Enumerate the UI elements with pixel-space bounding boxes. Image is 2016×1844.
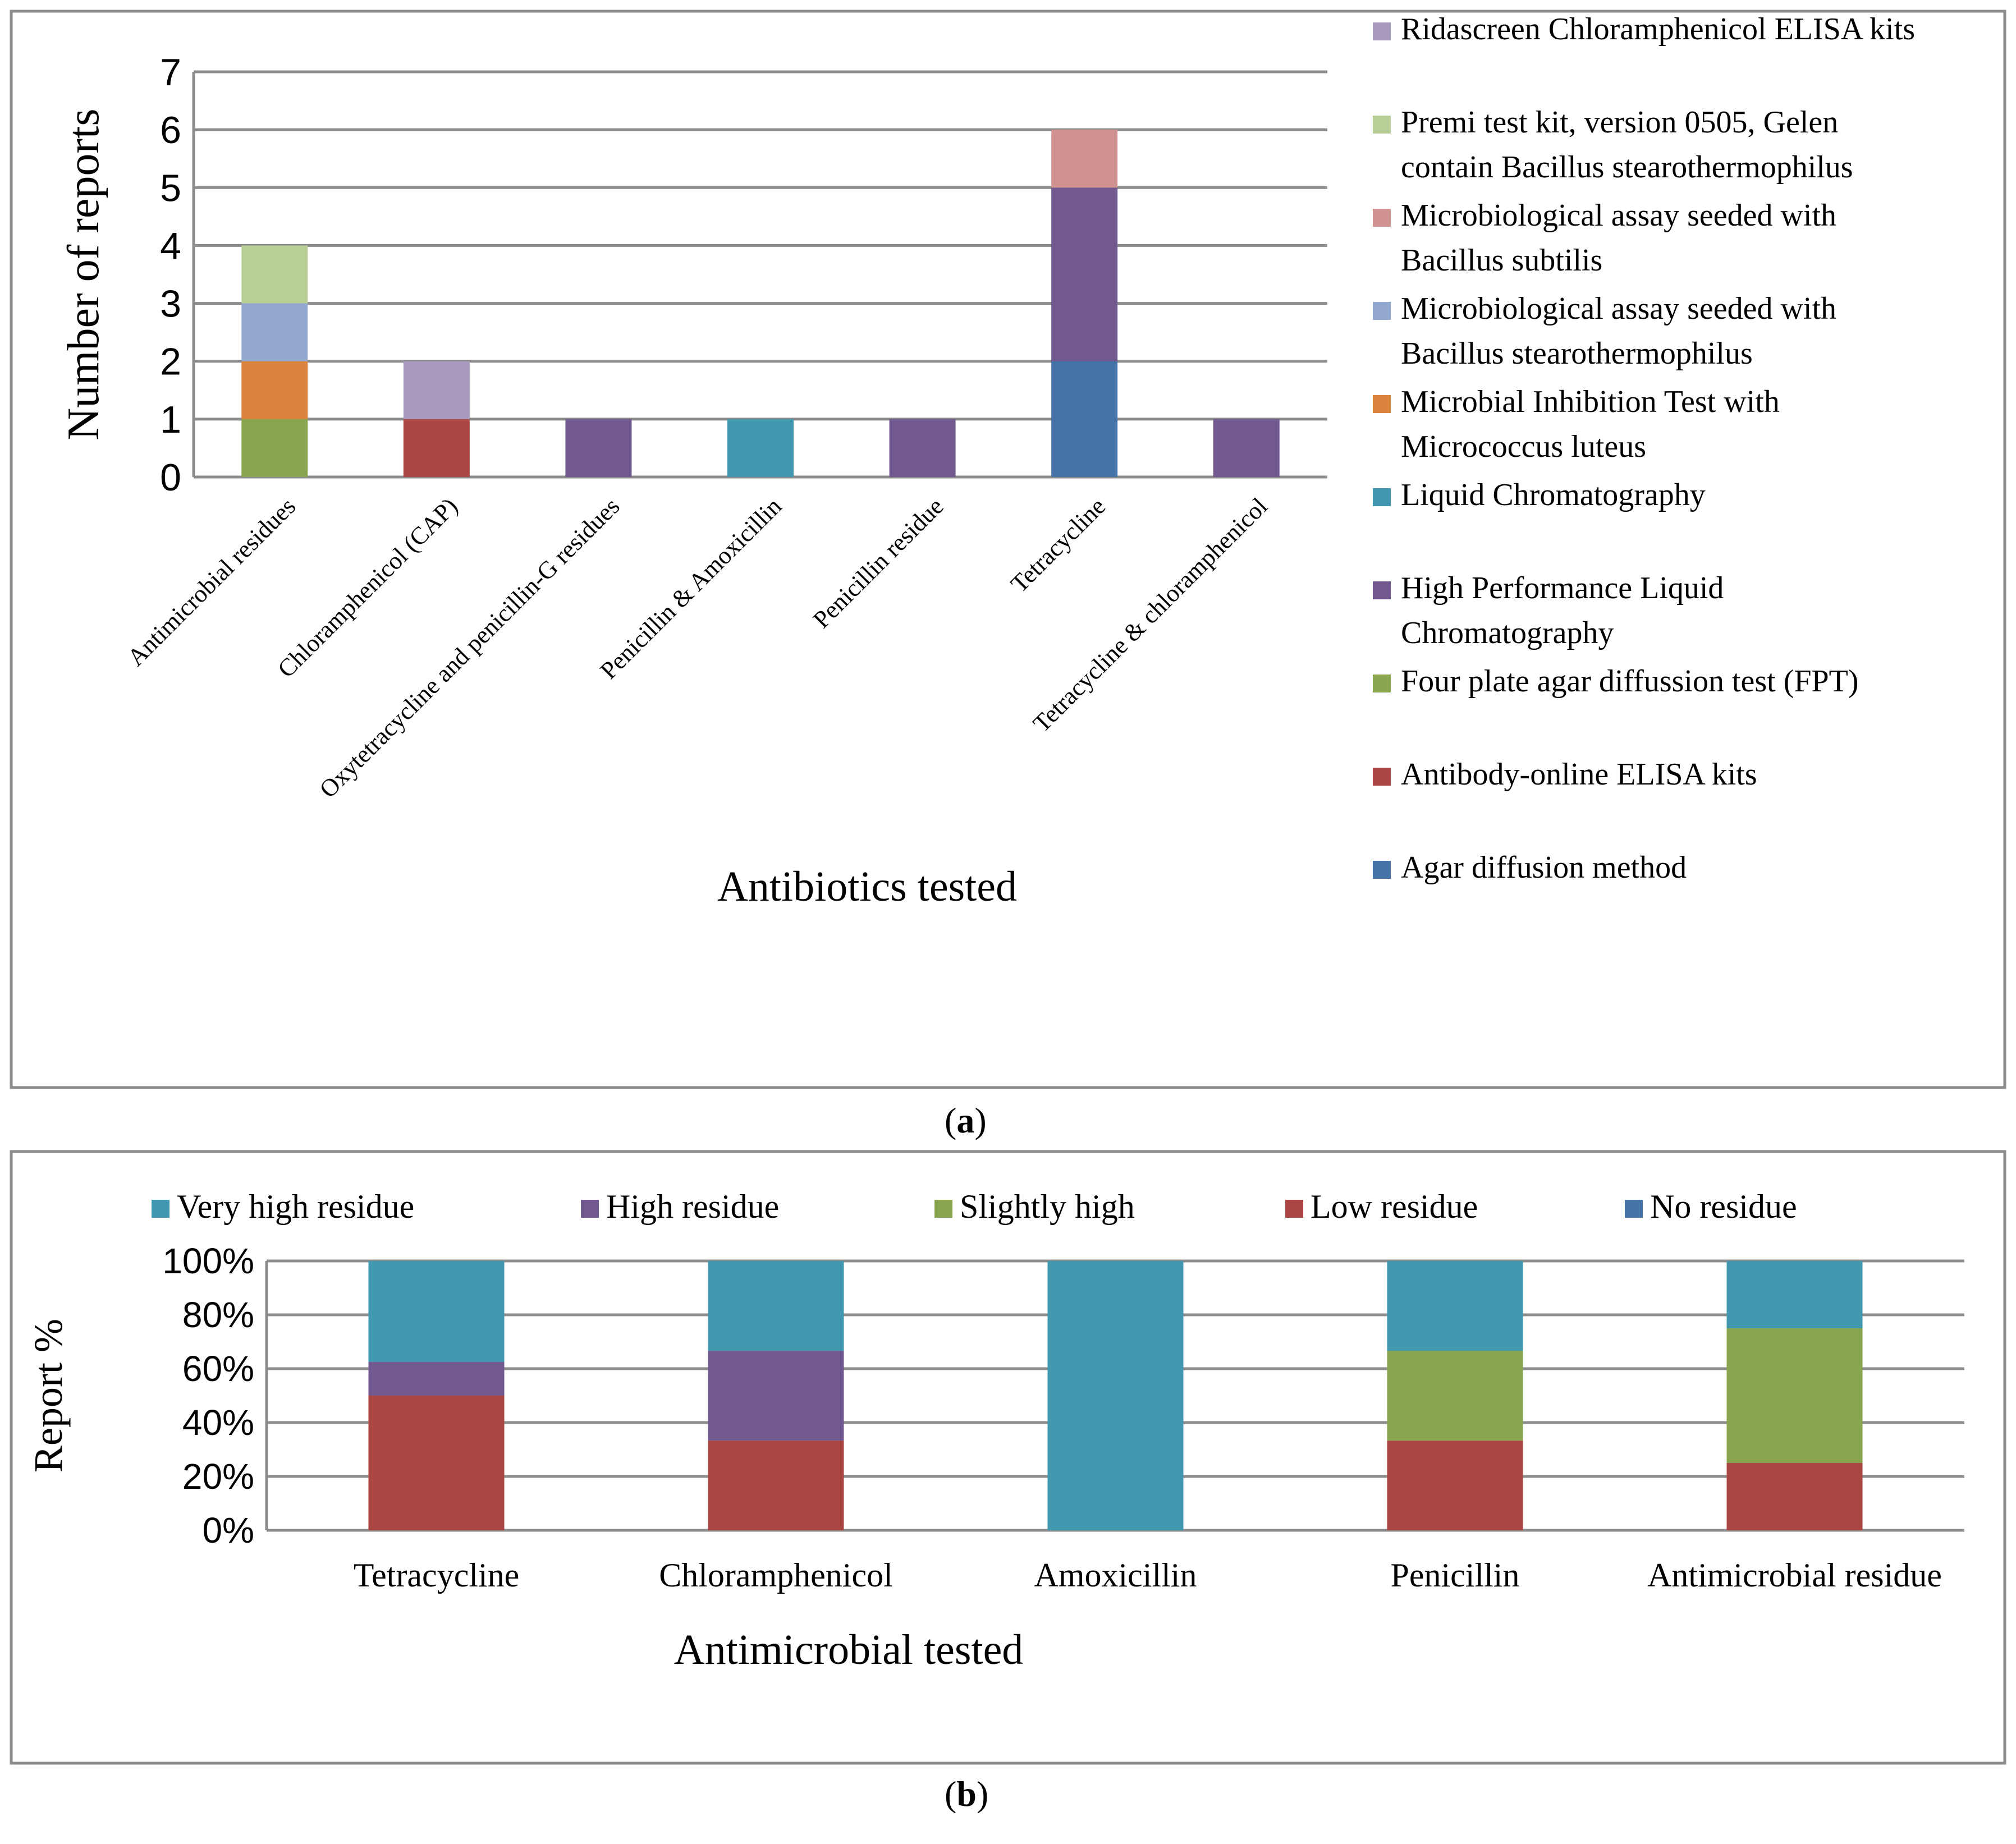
- y-tick-label: 4: [160, 224, 181, 267]
- legend-swatch-microbial-inhibition-test-with-micrococcus-luteus: [1373, 395, 1391, 413]
- bar-low-residue: [368, 1396, 505, 1530]
- y-tick-label: 6: [160, 109, 181, 152]
- y-tick-label: 3: [160, 283, 181, 325]
- panel-b-caption: (b): [945, 1774, 989, 1814]
- bar-high-performance-liquid-chromatography: [1213, 419, 1280, 477]
- bar-four-plate-agar-diffussion-test-fpt: [241, 419, 308, 477]
- legend-swatch-no-residue: [1625, 1200, 1643, 1218]
- legend-label: contain Bacillus stearothermophilus: [1401, 150, 1853, 185]
- y-tick-label: 5: [160, 167, 181, 209]
- legend-label: Slightly high: [960, 1188, 1135, 1225]
- bar-low-residue: [1387, 1441, 1523, 1530]
- y-tick-label: 80%: [182, 1295, 254, 1335]
- bar-low-residue: [708, 1441, 844, 1530]
- y-tick-label: 100%: [162, 1241, 254, 1281]
- bar-slightly-high: [1387, 1351, 1523, 1441]
- legend-swatch-slightly-high: [934, 1200, 952, 1218]
- panel-b-frame: [10, 1150, 2006, 1765]
- legend-swatch-very-high-residue: [152, 1200, 169, 1218]
- bar-microbiological-assay-seeded-with-bacillus-stearothermophilus: [241, 303, 308, 361]
- legend-label: No residue: [1650, 1188, 1797, 1225]
- panel-b-chart: 0% 20% 40% 60% 80% 100% Tetracycline Chloramphe…: [26, 1188, 1964, 1673]
- panel-a-letter: a: [956, 1100, 975, 1140]
- legend-label: Agar diffusion method: [1401, 850, 1687, 885]
- legend-label: Microbiological assay seeded with: [1401, 291, 1836, 326]
- x-tick-label: Antimicrobial residue: [1647, 1557, 1942, 1594]
- bar-very-high-residue: [368, 1261, 505, 1362]
- y-tick-label: 0%: [203, 1510, 255, 1551]
- bar-high-performance-liquid-chromatography: [1051, 187, 1118, 361]
- y-axis-title: Report %: [26, 1319, 71, 1473]
- bar-premi-test-kit-version-0505-gelen-contain-bacillus-stearothermophilus: [241, 245, 308, 304]
- legend-swatch-microbiological-assay-seeded-with-bacillus-stearothermophilus: [1373, 302, 1391, 320]
- legend-label: Micrococcus luteus: [1401, 429, 1646, 464]
- legend-label: Chromatography: [1401, 616, 1614, 650]
- legend-swatch-four-plate-agar-diffussion-test-fpt: [1373, 675, 1391, 692]
- legend-label: Premi test kit, version 0505, Gelen: [1401, 105, 1838, 140]
- bar-high-performance-liquid-chromatography: [565, 419, 632, 477]
- y-tick-label: 20%: [182, 1456, 254, 1497]
- legend-label: High residue: [606, 1188, 779, 1225]
- legend-label: Four plate agar diffussion test (FPT): [1401, 664, 1859, 699]
- bar-microbiological-assay-seeded-with-bacillus-subtilis: [1051, 130, 1118, 188]
- legend-swatch-premi-test-kit-version-0505-gelen-contain-bacillus-stearothermophilus: [1373, 116, 1391, 134]
- bar-microbial-inhibition-test-with-micrococcus-luteus: [241, 361, 308, 419]
- x-axis-title: Antimicrobial tested: [674, 1626, 1024, 1673]
- bar-low-residue: [1726, 1463, 1863, 1530]
- x-axis-title: Antibiotics tested: [717, 863, 1017, 910]
- legend-label: High Performance Liquid: [1401, 571, 1724, 606]
- x-tick-label: Penicillin: [1391, 1557, 1520, 1594]
- bar-very-high-residue: [1047, 1261, 1184, 1530]
- panel-b-letter: b: [956, 1774, 977, 1814]
- legend-label: Liquid Chromatography: [1401, 478, 1706, 512]
- y-tick-label: 7: [160, 51, 181, 94]
- bar-ridascreen-chloramphenicol-elisa-kits: [403, 361, 470, 419]
- legend-swatch-liquid-chromatography: [1373, 488, 1391, 506]
- x-tick-label: Chloramphenicol: [659, 1557, 893, 1594]
- legend-swatch-high-residue: [581, 1200, 599, 1218]
- y-tick-label: 1: [160, 398, 181, 441]
- legend-swatch-high-performance-liquid-chromatography: [1373, 581, 1391, 599]
- legend-label: Ridascreen Chloramphenicol ELISA kits: [1401, 12, 1915, 47]
- y-tick-label: 60%: [182, 1348, 254, 1389]
- legend-label: Bacillus subtilis: [1401, 243, 1602, 278]
- bar-high-performance-liquid-chromatography: [889, 419, 956, 477]
- legend-label: Antibody-online ELISA kits: [1401, 757, 1757, 792]
- legend-swatch-low-residue: [1285, 1200, 1303, 1218]
- bar-very-high-residue: [1726, 1261, 1863, 1328]
- y-axis-title: Number of reports: [59, 109, 108, 441]
- panel-a-caption: (a): [945, 1100, 987, 1140]
- y-tick-label: 2: [160, 341, 181, 383]
- bar-high-residue: [368, 1362, 505, 1396]
- legend-swatch-microbiological-assay-seeded-with-bacillus-subtilis: [1373, 209, 1391, 227]
- y-tick-label: 0: [160, 456, 181, 499]
- bar-high-residue: [708, 1351, 844, 1441]
- panel-a-frame: [10, 10, 2006, 1089]
- bar-very-high-residue: [1387, 1261, 1523, 1351]
- legend-swatch-ridascreen-chloramphenicol-elisa-kits: [1373, 22, 1391, 40]
- legend-label: Low residue: [1311, 1188, 1478, 1225]
- legend-label: Very high residue: [177, 1188, 414, 1225]
- y-tick-label: 40%: [182, 1402, 254, 1443]
- legend-label: Bacillus stearothermophilus: [1401, 336, 1753, 371]
- bar-liquid-chromatography: [727, 419, 794, 477]
- x-tick-label: Tetracycline: [354, 1557, 520, 1594]
- x-tick-label: Amoxicillin: [1034, 1557, 1197, 1594]
- legend-swatch-antibody-online-elisa-kits: [1373, 768, 1391, 786]
- legend-label: Microbiological assay seeded with: [1401, 198, 1836, 233]
- legend-swatch-agar-diffusion-method: [1373, 861, 1391, 879]
- bar-agar-diffusion-method: [1051, 361, 1118, 477]
- bar-antibody-online-elisa-kits: [403, 419, 470, 477]
- bar-slightly-high: [1726, 1328, 1863, 1463]
- legend-label: Microbial Inhibition Test with: [1401, 384, 1780, 419]
- bar-very-high-residue: [708, 1261, 844, 1351]
